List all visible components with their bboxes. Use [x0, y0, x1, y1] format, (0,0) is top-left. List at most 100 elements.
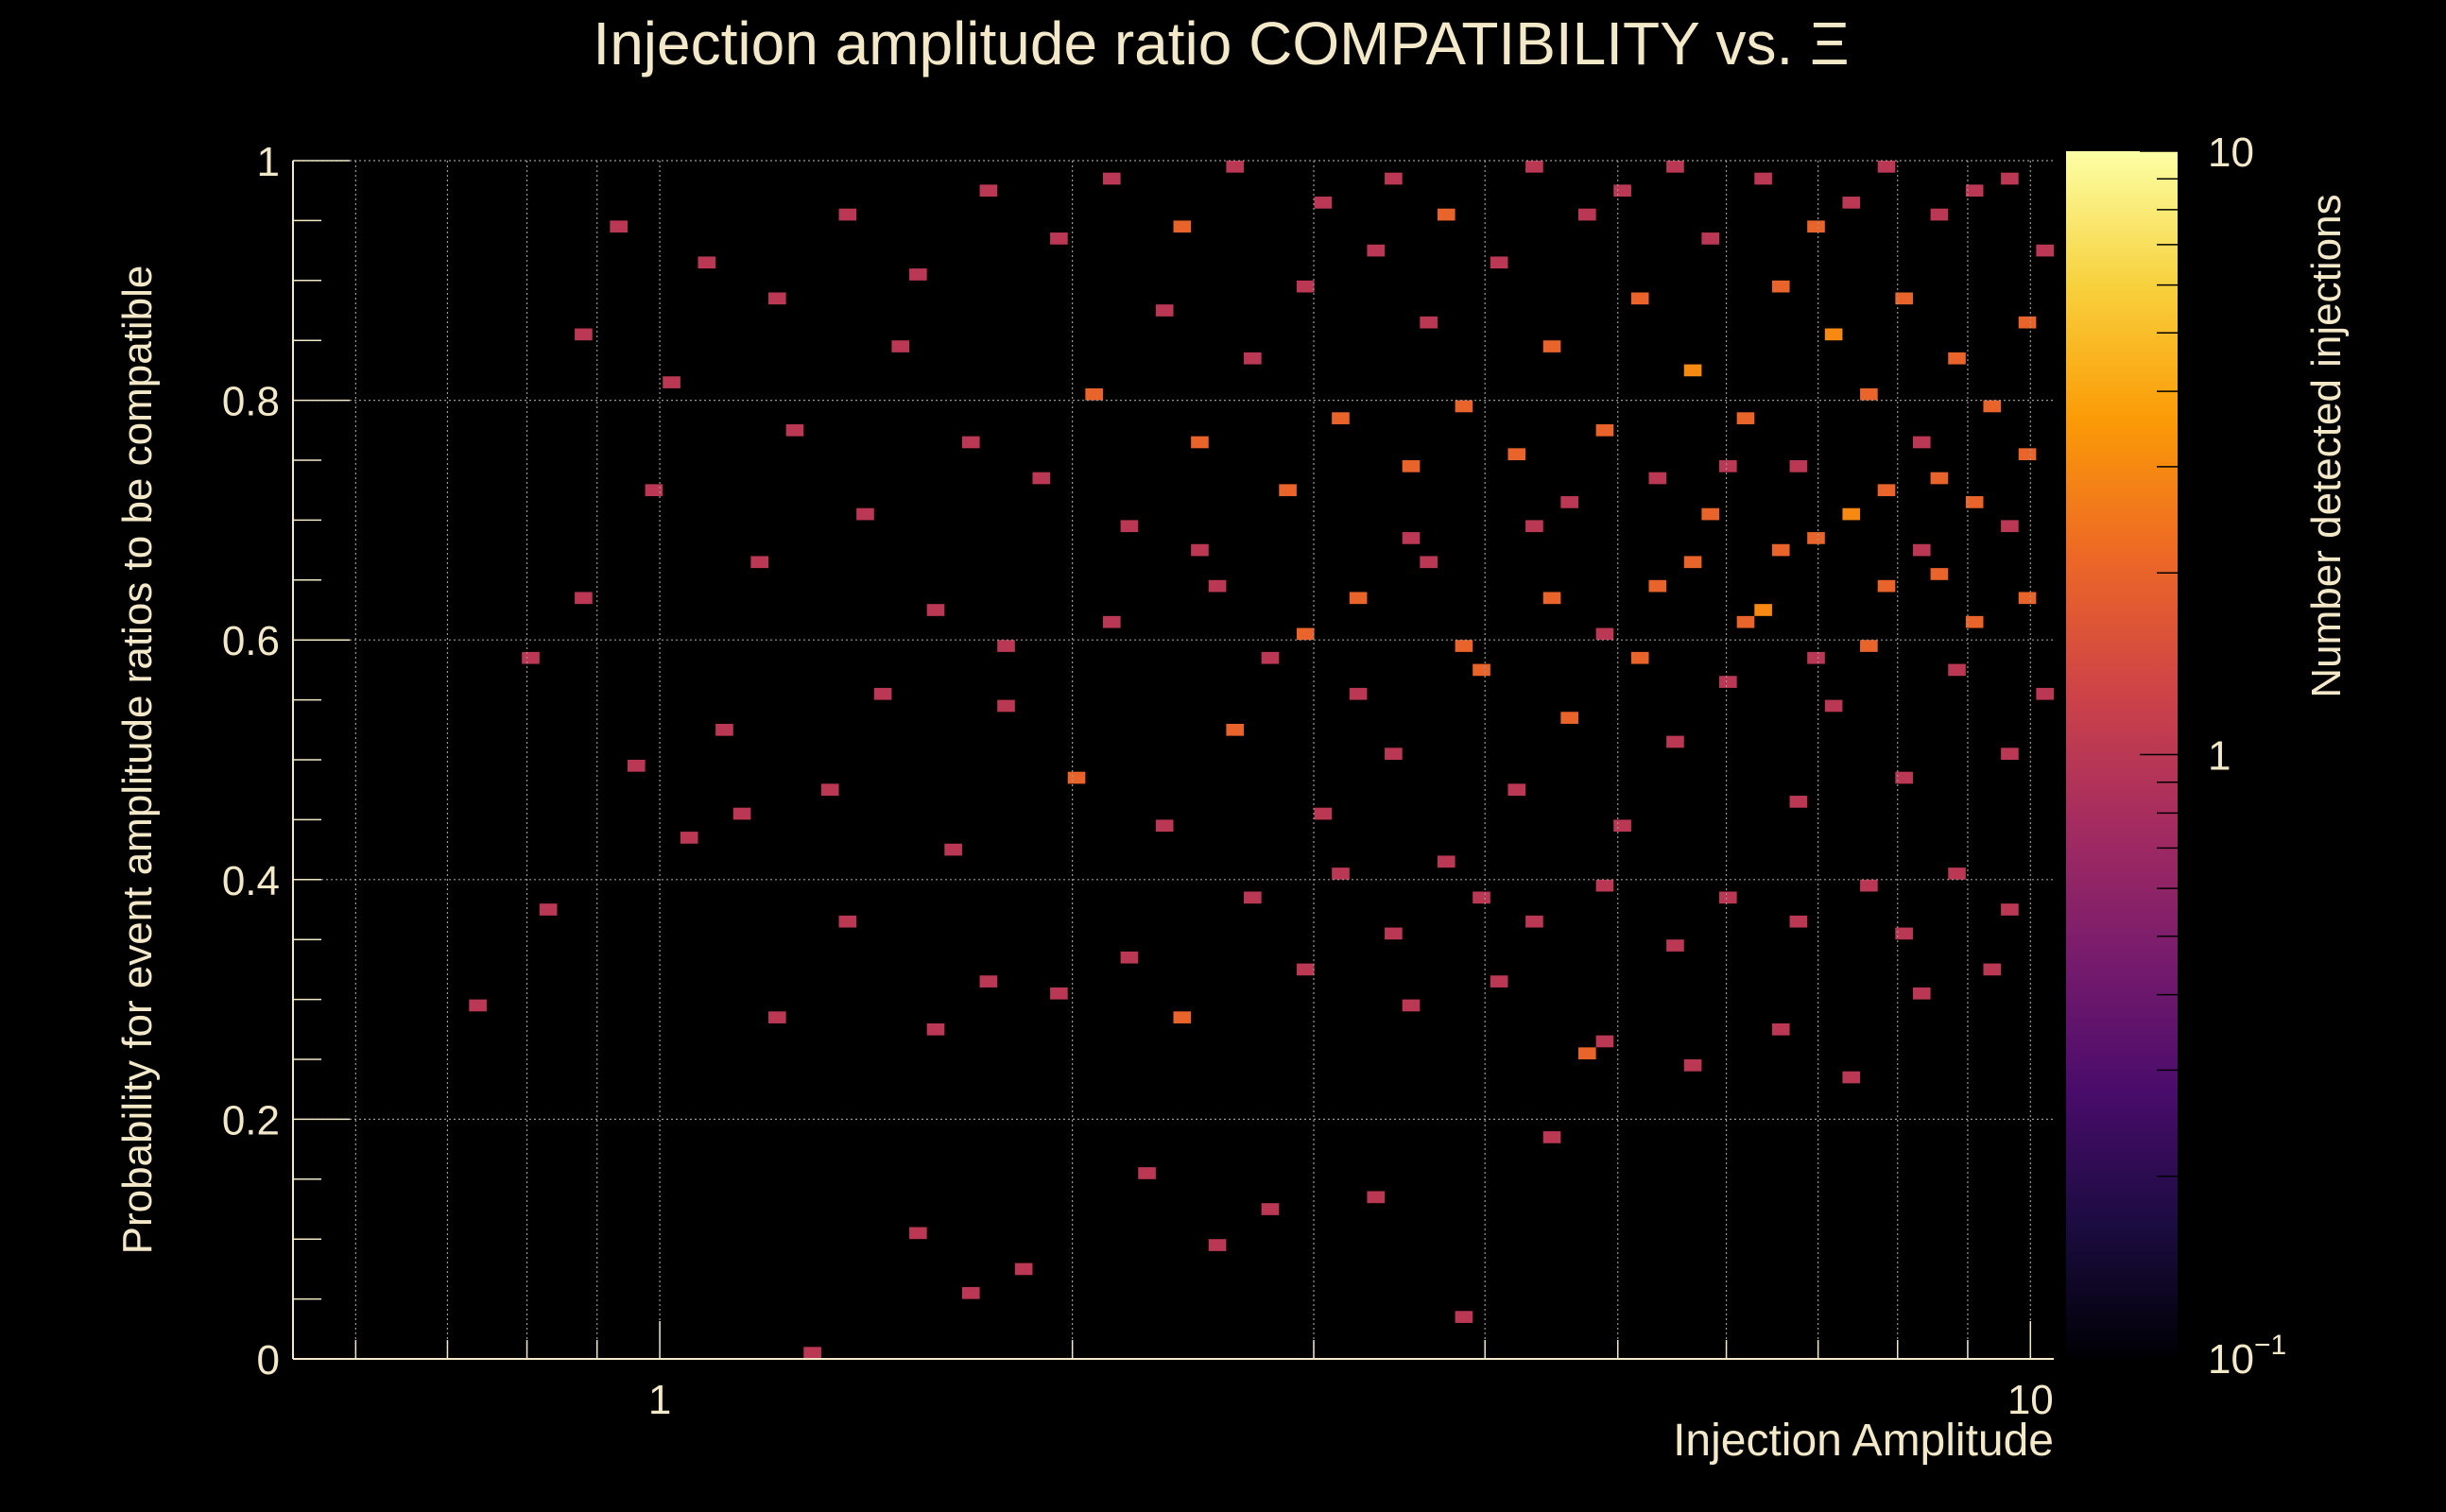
- y-tick-label: 0.6: [222, 618, 280, 664]
- heatmap-cell: [1314, 807, 1333, 820]
- heatmap-cell: [1877, 161, 1896, 173]
- heatmap-cell: [1824, 328, 1843, 341]
- heatmap-cell: [1208, 1239, 1227, 1251]
- colorbar-tick-label: 10: [2208, 129, 2254, 176]
- heatmap-cell: [1473, 663, 1490, 677]
- heatmap-cell: [1824, 699, 1843, 713]
- heatmap-cell: [1648, 579, 1667, 593]
- y-tick-label: 0.2: [222, 1097, 280, 1143]
- heatmap-cell: [1507, 448, 1526, 460]
- heatmap-cell: [1912, 543, 1931, 557]
- heatmap-cell: [1490, 975, 1508, 988]
- heatmap-cell: [1595, 879, 1614, 892]
- heatmap-cell: [926, 1022, 945, 1036]
- heatmap-cell: [1595, 627, 1614, 641]
- heatmap-cell: [1683, 1059, 1702, 1072]
- heatmap-cell: [1314, 197, 1333, 209]
- heatmap-cell: [2001, 903, 2019, 916]
- heatmap-cell: [979, 184, 998, 198]
- heatmap-cell: [1244, 352, 1262, 365]
- heatmap-cell: [1455, 1311, 1473, 1323]
- heatmap-cell: [1367, 1191, 1386, 1204]
- heatmap-cell: [997, 640, 1015, 652]
- heatmap-cell: [1102, 615, 1121, 628]
- heatmap-cell: [1807, 532, 1825, 544]
- heatmap-cell: [1420, 316, 1438, 329]
- heatmap-cell: [1155, 304, 1174, 317]
- heatmap-cell: [1719, 891, 1737, 904]
- heatmap-cell: [1842, 1071, 1861, 1084]
- y-tick-label: 0: [257, 1337, 280, 1383]
- plot-background: [293, 161, 2054, 1359]
- heatmap-cell: [1120, 520, 1139, 533]
- heatmap-cell: [873, 687, 892, 700]
- heatmap-cell: [1226, 161, 1245, 173]
- heatmap-cell: [1437, 855, 1456, 868]
- heatmap-cell: [1965, 184, 1984, 198]
- heatmap-cell: [1930, 568, 1949, 580]
- heatmap-cell: [1860, 640, 1878, 652]
- heatmap-cell: [1860, 387, 1878, 401]
- heatmap-cell: [1877, 484, 1896, 497]
- x-axis-label: Injection Amplitude: [1673, 1416, 2054, 1466]
- heatmap-cell: [1385, 172, 1403, 185]
- heatmap-cell: [1895, 927, 1913, 940]
- heatmap-cell: [1525, 915, 1543, 928]
- heatmap-cell: [2018, 592, 2037, 605]
- heatmap-cell: [1296, 963, 1315, 976]
- heatmap-cell: [1525, 161, 1543, 173]
- heatmap-cell: [1630, 651, 1649, 664]
- axes: 0 0.2 0.4 0.6 0.8 1 1 10: [222, 139, 2054, 1423]
- heatmap-cell: [1138, 1167, 1156, 1179]
- heatmap-cell: [838, 208, 857, 221]
- heatmap-cell: [1948, 868, 1966, 880]
- heatmap-cell: [575, 328, 593, 341]
- heatmap-cell: [1630, 292, 1649, 305]
- x-tick-label: 10: [2007, 1377, 2054, 1423]
- chart-title: Injection amplitude ratio COMPATIBILITY …: [593, 9, 1849, 77]
- heatmap-cell: [1701, 507, 1720, 521]
- heatmap-cell: [1085, 387, 1103, 401]
- y-axis-label: Probability for event amplitude ratios t…: [114, 266, 161, 1255]
- heatmap-cell: [1542, 1131, 1561, 1143]
- heatmap-cell: [1930, 472, 1949, 485]
- heatmap-cell: [1226, 723, 1245, 736]
- colorbar-tick-label: 1: [2208, 733, 2231, 780]
- heatmap-cell: [1983, 963, 2002, 976]
- heatmap-cell: [1895, 292, 1913, 305]
- heatmap-cell: [1279, 484, 1297, 497]
- heatmap-cell: [1736, 412, 1755, 424]
- heatmap-cell: [1930, 208, 1949, 221]
- heatmap-cell: [944, 843, 962, 856]
- heatmap-cell: [2001, 747, 2019, 760]
- heatmap-cell: [1683, 556, 1702, 569]
- heatmap-cell: [1050, 232, 1068, 245]
- heatmap-cell: [1895, 771, 1913, 784]
- heatmap-cell: [732, 807, 751, 820]
- heatmap-cell: [1542, 592, 1561, 605]
- heatmap-cells: [469, 161, 2054, 1359]
- heatmap-cell: [1701, 232, 1720, 245]
- heatmap-cell: [1666, 161, 1684, 173]
- heatmap-cell: [1948, 663, 1966, 677]
- heatmap-cell: [2018, 316, 2037, 329]
- heatmap-cell: [1120, 951, 1139, 964]
- heatmap-cell: [750, 556, 769, 569]
- heatmap-cell: [1455, 640, 1473, 652]
- heatmap-cell: [663, 376, 680, 388]
- heatmap-cell: [1261, 651, 1280, 664]
- heatmap-cell: [1402, 999, 1421, 1012]
- heatmap-cell: [1208, 579, 1227, 593]
- heatmap-cell: [1595, 1035, 1614, 1048]
- heatmap-cell: [645, 484, 663, 497]
- heatmap-cell: [715, 723, 733, 736]
- heatmap-cell: [838, 915, 857, 928]
- heatmap-cell: [1842, 197, 1861, 209]
- heatmap-cell: [803, 1347, 821, 1359]
- heatmap-cell: [1402, 460, 1421, 472]
- heatmap-cell: [1420, 556, 1438, 569]
- heatmap-cell: [2001, 520, 2019, 533]
- colorbar-ticks: 10−1 1 10: [2140, 129, 2286, 1383]
- heatmap-cell: [1683, 364, 1702, 377]
